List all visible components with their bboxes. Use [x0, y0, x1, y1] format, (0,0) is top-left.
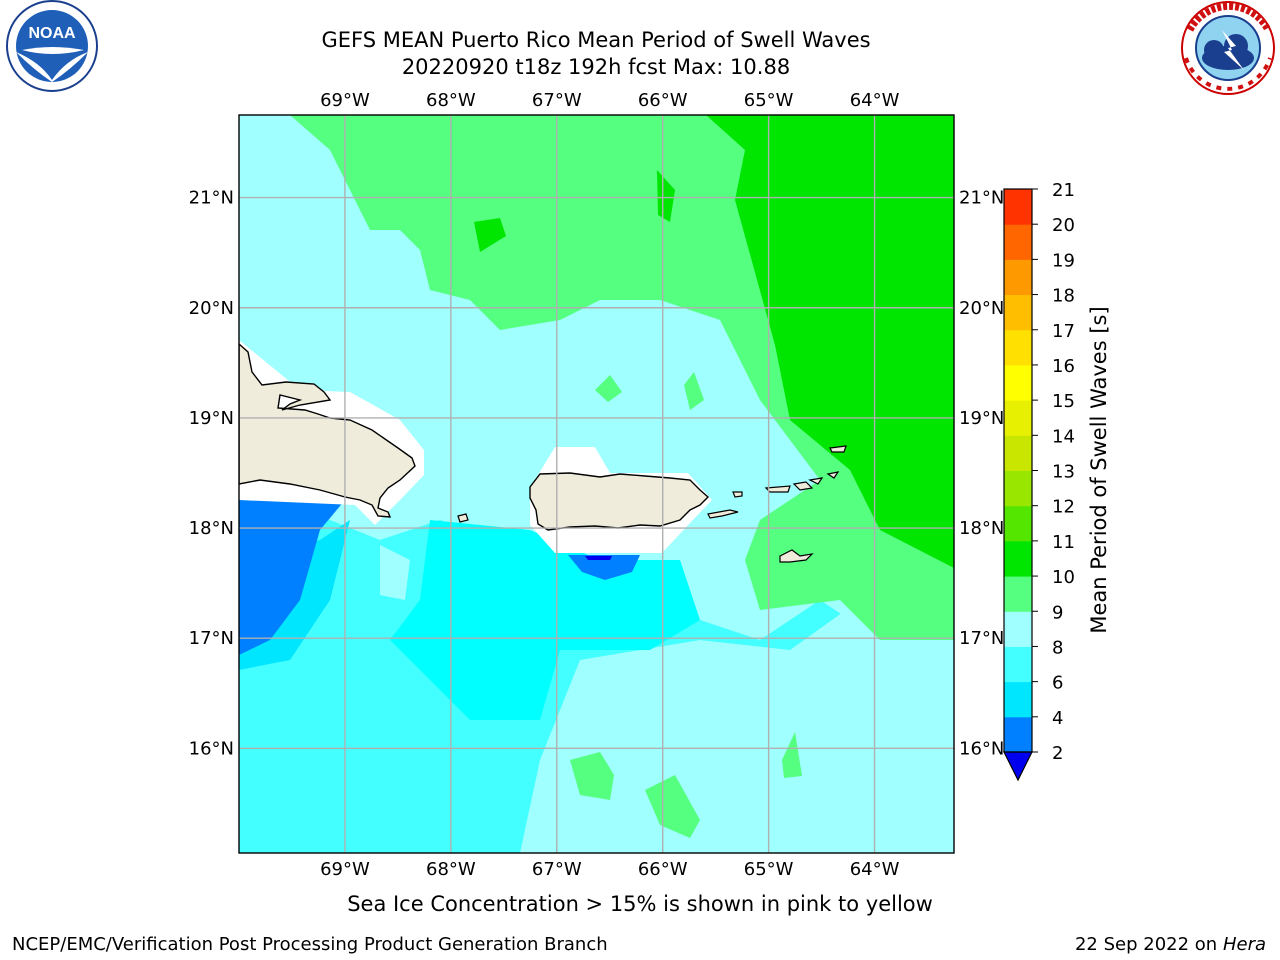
lat-tick-label: 17°N	[959, 628, 1004, 649]
noaa-logo-text: NOAA	[28, 25, 76, 42]
lat-tick-label: 16°N	[959, 738, 1004, 759]
colorbar-tick-label: 11	[1052, 532, 1075, 553]
lat-tick-label: 17°N	[189, 628, 234, 649]
land-st-croix	[779, 549, 814, 563]
contour-8-9-west	[380, 545, 410, 600]
lon-tick-label: 69°W	[320, 90, 370, 111]
land-mona-island	[457, 513, 469, 523]
lon-tick-label: 65°W	[744, 859, 794, 880]
colorbar-tick-label: 15	[1052, 391, 1075, 412]
host-name: Hera	[1222, 934, 1266, 955]
colorbar-segment	[1004, 329, 1032, 366]
contour-9-10-island-a	[595, 375, 622, 402]
map-frame	[238, 114, 955, 854]
colorbar-segment	[1004, 681, 1032, 718]
lon-tick-label: 64°W	[850, 90, 900, 111]
lon-tick-label: 69°W	[320, 859, 370, 880]
chart-title: GEFS MEAN Puerto Rico Mean Period of Swe…	[321, 28, 871, 52]
contour-9-10-island-b	[684, 372, 704, 410]
lon-tick-label: 66°W	[638, 90, 688, 111]
colorbar-tick-label: 6	[1052, 673, 1063, 694]
colorbar-tick-label: 2	[1052, 743, 1063, 764]
colorbar-segment	[1004, 224, 1032, 260]
swell-period-field	[239, 115, 954, 853]
lat-tick-label: 21°N	[189, 188, 234, 209]
contour-9-10-spot-b	[645, 775, 700, 838]
date-label: 22 Sep 2022 on	[1074, 934, 1218, 955]
colorbar-segment	[1004, 400, 1032, 436]
sea-ice-note: Sea Ice Concentration > 15% is shown in …	[347, 892, 933, 916]
colorbar: 2 4 6 8 9 10 11 12 13 14 15 16 17 18 19 20 21	[1003, 180, 1075, 782]
colorbar-tick-label: 14	[1052, 426, 1075, 447]
lon-tick-label: 68°W	[426, 90, 476, 111]
chart-subtitle: 20220920 t18z 192h fcst Max: 10.88	[401, 55, 791, 79]
colorbar-tick-label: 21	[1052, 180, 1075, 201]
lon-tick-label: 67°W	[532, 90, 582, 111]
map-grid	[239, 115, 954, 853]
contour-9-10-spot-c	[782, 732, 802, 778]
colorbar-segment	[1004, 364, 1032, 401]
lat-tick-label: 20°N	[959, 298, 1004, 319]
lon-tick-label: 64°W	[850, 859, 900, 880]
lon-ticks-bottom: 69°W 68°W 67°W 66°W 65°W 64°W	[320, 859, 900, 880]
land-culebra	[732, 491, 743, 498]
lon-tick-label: 65°W	[744, 90, 794, 111]
contour-2-4	[239, 500, 345, 655]
land-anegada	[829, 445, 847, 453]
colorbar-segment	[1004, 189, 1032, 225]
date-text: 22 Sep 2022 on Hera	[1075, 934, 1266, 955]
contour-2-4-pr	[568, 555, 640, 580]
lat-tick-label: 21°N	[959, 188, 1004, 209]
colorbar-segment	[1004, 259, 1032, 296]
colorbar-tick-label: 17	[1052, 321, 1075, 342]
lat-tick-label: 19°N	[959, 408, 1004, 429]
colorbar-tick-label: 13	[1052, 462, 1075, 483]
noaa-logo: NOAA	[6, 0, 98, 92]
lat-tick-label: 18°N	[189, 518, 234, 539]
colorbar-tick-label: 9	[1052, 602, 1063, 623]
nws-logo	[1181, 1, 1275, 95]
colorbar-segment	[1004, 294, 1032, 331]
contour-below-2	[585, 556, 612, 560]
colorbar-segment	[1004, 646, 1032, 683]
land-hispaniola	[239, 343, 416, 518]
colorbar-under-triangle	[1003, 751, 1033, 782]
colorbar-tick-label: 4	[1052, 708, 1063, 729]
colorbar-tick-label: 16	[1052, 356, 1075, 377]
colorbar-tick-label: 10	[1052, 567, 1075, 588]
lat-tick-label: 18°N	[959, 518, 1004, 539]
lon-ticks-top: 69°W 68°W 67°W 66°W 65°W 64°W	[320, 90, 900, 111]
credit-text: NCEP/EMC/Verification Post Processing Pr…	[12, 934, 608, 955]
colorbar-segment	[1004, 505, 1032, 542]
lat-tick-label: 16°N	[189, 738, 234, 759]
lat-tick-label: 20°N	[189, 298, 234, 319]
land-vieques	[707, 509, 739, 519]
colorbar-tick-label: 20	[1052, 215, 1075, 236]
lon-tick-label: 67°W	[532, 859, 582, 880]
colorbar-label: Mean Period of Swell Waves [s]	[1087, 306, 1111, 633]
lon-tick-label: 66°W	[638, 859, 688, 880]
land-sombrero	[826, 471, 840, 479]
colorbar-tick-label: 19	[1052, 250, 1075, 271]
contour-10-11-spot-b	[657, 170, 675, 222]
colorbar-segment	[1004, 470, 1032, 507]
colorbar-segment	[1004, 540, 1032, 577]
contour-9-10-spot-a	[570, 752, 614, 800]
colorbar-segment	[1004, 611, 1032, 647]
lon-tick-label: 68°W	[426, 859, 476, 880]
colorbar-tick-label: 18	[1052, 286, 1075, 307]
contour-10-11-spot	[474, 218, 506, 252]
lat-tick-label: 19°N	[189, 408, 234, 429]
lat-ticks-right: 21°N 20°N 19°N 18°N 17°N 16°N	[959, 188, 1004, 760]
lat-ticks-left: 21°N 20°N 19°N 18°N 17°N 16°N	[189, 188, 234, 760]
colorbar-tick-label: 8	[1052, 637, 1063, 658]
colorbar-segment	[1004, 716, 1032, 753]
colorbar-segment	[1004, 576, 1032, 612]
colorbar-tick-label: 12	[1052, 497, 1075, 518]
colorbar-segment	[1004, 435, 1032, 471]
contour-8-9-south	[520, 600, 954, 853]
